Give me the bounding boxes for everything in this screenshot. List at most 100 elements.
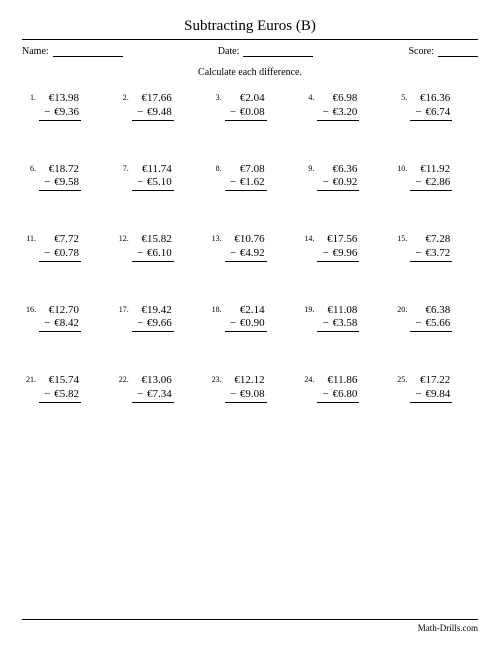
- problem-stack: €12.70− €8.42: [39, 304, 81, 333]
- problem: 23.€12.12− €9.08: [208, 374, 293, 403]
- problem-number: 1.: [22, 92, 39, 102]
- problem: 2.€17.66− €9.48: [115, 92, 200, 121]
- problem-number: 7.: [115, 163, 132, 173]
- subtrahend: − €9.84: [410, 388, 452, 403]
- minuend: €13.98: [39, 92, 81, 106]
- problem-number: 10.: [393, 163, 410, 173]
- problem: 9.€6.36− €0.92: [300, 163, 385, 192]
- problem-stack: €11.86− €6.80: [317, 374, 359, 403]
- problem-stack: €10.76− €4.92: [225, 233, 267, 262]
- minuend: €12.70: [39, 304, 81, 318]
- minuend: €15.82: [132, 233, 174, 247]
- problem-number: 12.: [115, 233, 132, 243]
- subtrahend: − €1.62: [225, 176, 267, 191]
- problem-stack: €7.28− €3.72: [410, 233, 452, 262]
- problem-stack: €13.98− €9.36: [39, 92, 81, 121]
- problem-number: 19.: [300, 304, 317, 314]
- subtrahend: − €3.20: [317, 106, 359, 121]
- problem: 16.€12.70− €8.42: [22, 304, 107, 333]
- problem: 11.€7.72− €0.78: [22, 233, 107, 262]
- problem-number: 16.: [22, 304, 39, 314]
- subtrahend: − €6.80: [317, 388, 359, 403]
- name-blank[interactable]: [53, 46, 123, 57]
- problem-number: 17.: [115, 304, 132, 314]
- problem-stack: €7.72− €0.78: [39, 233, 81, 262]
- problem: 22.€13.06− €7.34: [115, 374, 200, 403]
- title-rule: [22, 39, 478, 40]
- problem-stack: €2.04− €0.08: [225, 92, 267, 121]
- problem-stack: €11.92− €2.86: [410, 163, 452, 192]
- problem: 1.€13.98− €9.36: [22, 92, 107, 121]
- problem-stack: €6.98− €3.20: [317, 92, 359, 121]
- subtrahend: − €7.34: [132, 388, 174, 403]
- minuend: €13.06: [132, 374, 174, 388]
- subtrahend: − €9.96: [317, 247, 359, 262]
- problem: 14.€17.56− €9.96: [300, 233, 385, 262]
- subtrahend: − €9.66: [132, 317, 174, 332]
- subtrahend: − €0.90: [225, 317, 267, 332]
- problem: 7.€11.74− €5.10: [115, 163, 200, 192]
- problem-number: 24.: [300, 374, 317, 384]
- minuend: €11.74: [132, 163, 174, 177]
- minuend: €11.08: [317, 304, 359, 318]
- problem-number: 21.: [22, 374, 39, 384]
- problem-stack: €6.36− €0.92: [317, 163, 359, 192]
- problem-stack: €11.74− €5.10: [132, 163, 174, 192]
- subtrahend: − €0.92: [317, 176, 359, 191]
- subtrahend: − €5.10: [132, 176, 174, 191]
- footer: Math-Drills.com: [22, 619, 478, 633]
- problem-number: 6.: [22, 163, 39, 173]
- subtrahend: − €9.48: [132, 106, 174, 121]
- problem-number: 15.: [393, 233, 410, 243]
- problem-number: 13.: [208, 233, 225, 243]
- problem: 25.€17.22− €9.84: [393, 374, 478, 403]
- problem: 15.€7.28− €3.72: [393, 233, 478, 262]
- minuend: €17.22: [410, 374, 452, 388]
- subtrahend: − €5.82: [39, 388, 81, 403]
- minuend: €10.76: [225, 233, 267, 247]
- score-label: Score:: [408, 46, 434, 57]
- problem-number: 25.: [393, 374, 410, 384]
- problem-number: 23.: [208, 374, 225, 384]
- minuend: €12.12: [225, 374, 267, 388]
- subtrahend: − €0.08: [225, 106, 267, 121]
- problem: 4.€6.98− €3.20: [300, 92, 385, 121]
- problem-stack: €13.06− €7.34: [132, 374, 174, 403]
- minuend: €17.66: [132, 92, 174, 106]
- problem-number: 18.: [208, 304, 225, 314]
- problem: 21.€15.74− €5.82: [22, 374, 107, 403]
- minuend: €7.28: [410, 233, 452, 247]
- minuend: €6.38: [410, 304, 452, 318]
- subtrahend: − €9.08: [225, 388, 267, 403]
- problem-stack: €12.12− €9.08: [225, 374, 267, 403]
- subtrahend: − €9.58: [39, 176, 81, 191]
- score-blank[interactable]: [438, 46, 478, 57]
- subtrahend: − €5.66: [410, 317, 452, 332]
- date-label: Date:: [218, 46, 240, 57]
- problem-stack: €11.08− €3.58: [317, 304, 359, 333]
- subtrahend: − €2.86: [410, 176, 452, 191]
- problem-number: 5.: [393, 92, 410, 102]
- problem: 20.€6.38− €5.66: [393, 304, 478, 333]
- footer-rule: [22, 619, 478, 620]
- problem: 3.€2.04− €0.08: [208, 92, 293, 121]
- instruction-text: Calculate each difference.: [22, 67, 478, 78]
- subtrahend: − €6.74: [410, 106, 452, 121]
- minuend: €11.86: [317, 374, 359, 388]
- minuend: €7.08: [225, 163, 267, 177]
- minuend: €15.74: [39, 374, 81, 388]
- minuend: €19.42: [132, 304, 174, 318]
- problem: 24.€11.86− €6.80: [300, 374, 385, 403]
- score-field: Score:: [408, 46, 478, 57]
- problem-number: 3.: [208, 92, 225, 102]
- minuend: €11.92: [410, 163, 452, 177]
- subtrahend: − €0.78: [39, 247, 81, 262]
- problem: 5.€16.36− €6.74: [393, 92, 478, 121]
- problem: 17.€19.42− €9.66: [115, 304, 200, 333]
- problem-stack: €17.56− €9.96: [317, 233, 359, 262]
- problem-stack: €19.42− €9.66: [132, 304, 174, 333]
- date-blank[interactable]: [243, 46, 313, 57]
- problem-stack: €6.38− €5.66: [410, 304, 452, 333]
- subtrahend: − €3.72: [410, 247, 452, 262]
- minuend: €2.14: [225, 304, 267, 318]
